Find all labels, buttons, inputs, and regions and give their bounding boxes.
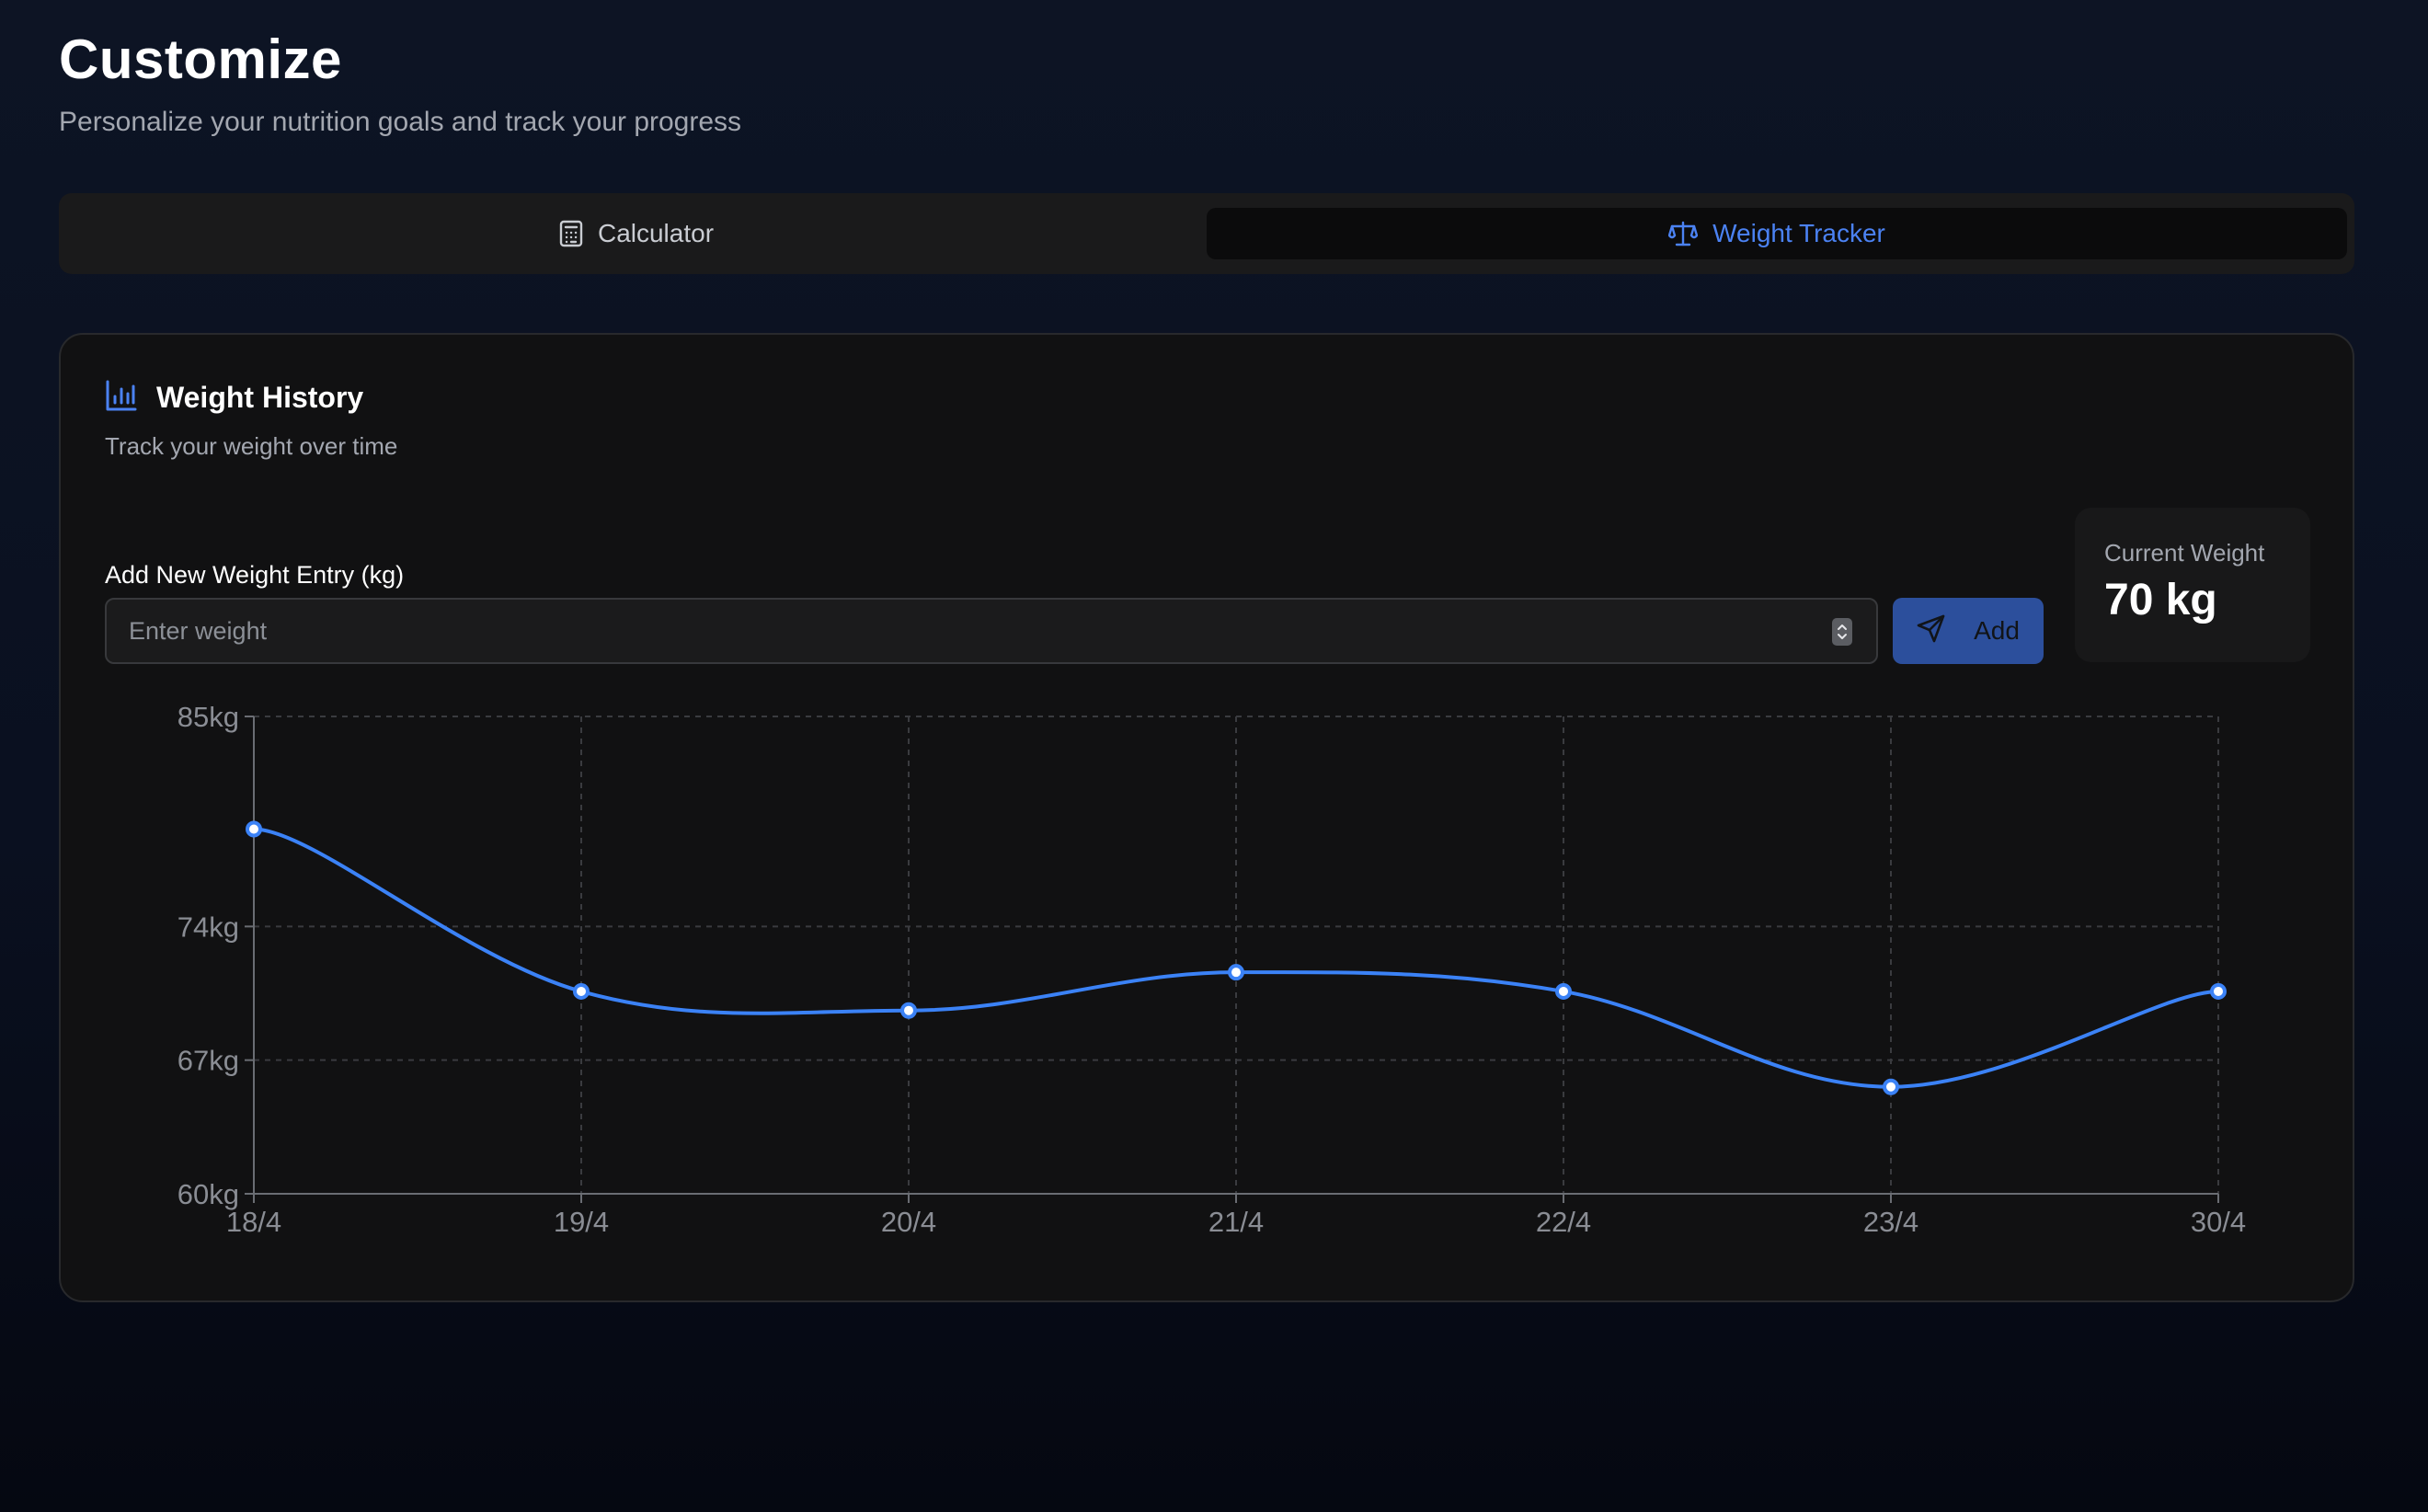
data-point [246, 820, 262, 838]
bar-chart-icon [105, 379, 138, 417]
page-subtitle: Personalize your nutrition goals and tra… [59, 107, 742, 137]
card-header: Weight History [105, 379, 363, 417]
x-tick-label: 21/4 [1208, 1206, 1264, 1238]
x-tick-label: 23/4 [1863, 1206, 1918, 1238]
weight-history-card: Weight History Track your weight over ti… [59, 333, 2354, 1302]
card-subtitle: Track your weight over time [105, 432, 398, 460]
data-point [1228, 964, 1244, 981]
current-weight-label: Current Weight [2104, 539, 2265, 567]
current-weight-value: 70 kg [2104, 576, 2217, 624]
y-tick-label: 67kg [178, 1045, 239, 1077]
send-icon [1917, 613, 1946, 649]
x-tick-label: 22/4 [1536, 1206, 1591, 1238]
weight-stepper[interactable] [1832, 618, 1852, 646]
card-title: Weight History [156, 381, 364, 414]
page-title: Customize [59, 29, 342, 90]
weight-input[interactable] [107, 600, 1876, 662]
add-button-label: Add [1974, 616, 2020, 645]
x-tick-label: 18/4 [226, 1206, 281, 1238]
current-weight-panel: Current Weight 70 kg [2075, 508, 2310, 662]
x-tick-label: 30/4 [2191, 1206, 2246, 1238]
scale-icon [1668, 220, 1699, 247]
data-point [2210, 982, 2227, 1000]
weight-line-chart: 60kg 67kg 74kg 85kg 18/4 19/4 20/4 21/4 22/4 23/4… [178, 701, 2246, 1238]
tab-weight-tracker[interactable]: Weight Tracker [1207, 208, 2347, 259]
x-tick-label: 20/4 [881, 1206, 936, 1238]
tab-calculator[interactable]: Calculator [66, 208, 1207, 259]
data-point [573, 982, 590, 1000]
chevron-up-icon [1838, 624, 1847, 630]
x-tick-label: 19/4 [554, 1206, 609, 1238]
y-tick-label: 85kg [178, 701, 239, 733]
tab-weight-tracker-label: Weight Tracker [1712, 219, 1885, 247]
data-point [1883, 1078, 1899, 1095]
tab-bar: Calculator Weight Tracker [59, 193, 2354, 274]
calculator-icon [559, 220, 583, 247]
weight-input-wrapper [105, 598, 1878, 664]
y-tick-label: 74kg [178, 911, 239, 943]
data-point [900, 1002, 917, 1019]
chevron-down-icon [1838, 634, 1847, 639]
data-point [1555, 982, 1572, 1000]
weight-entry-label: Add New Weight Entry (kg) [105, 561, 405, 589]
add-weight-button[interactable]: Add [1893, 598, 2044, 664]
y-tick-label: 60kg [178, 1178, 239, 1210]
tab-calculator-label: Calculator [597, 219, 715, 247]
